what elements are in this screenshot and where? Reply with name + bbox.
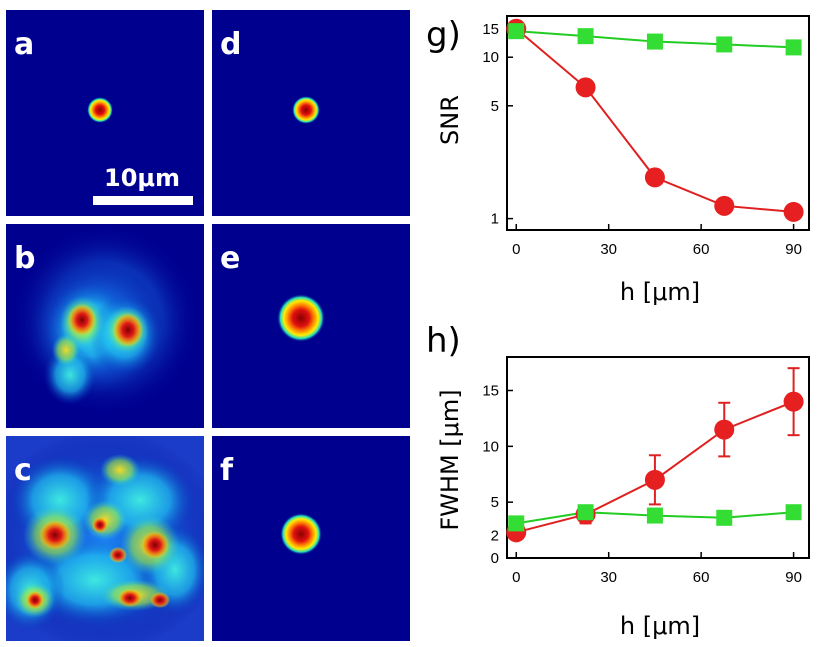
- chart-h-ytick-label: 0: [491, 550, 499, 567]
- panel-f-spot: [280, 513, 322, 555]
- chart-g-xlabel: h [μm]: [620, 278, 700, 306]
- panel-b-spot-left: [68, 304, 96, 336]
- chart-g-series-1-point: [508, 23, 525, 40]
- chart-h-series-0-point: [644, 469, 665, 490]
- chart-h-ytick-label: 5: [491, 494, 499, 511]
- chart-h-series-0-point: [714, 419, 735, 440]
- panel-d: d: [212, 10, 410, 216]
- panel-e: e: [212, 224, 410, 428]
- panel-a: a 10μm: [6, 10, 204, 216]
- panel-label-a: a: [14, 27, 34, 62]
- panel-c-spot-2: [141, 531, 169, 559]
- chart-g-xtick-label: 90: [785, 241, 802, 258]
- scalebar: [93, 196, 193, 205]
- chart-h-series-0-point: [783, 391, 804, 412]
- panel-label-f: f: [220, 453, 234, 488]
- chart-h-series-1-point: [508, 515, 525, 532]
- chart-g-series-1-point: [716, 36, 733, 53]
- chart-h-series-1-point: [785, 504, 802, 521]
- chart-h-series-1-point: [646, 507, 663, 524]
- chart-g-series-1-point: [785, 39, 802, 56]
- chart-g-xtick-label: 30: [600, 241, 617, 258]
- panel-c-spot-5: [92, 517, 108, 533]
- panel-label-e: e: [220, 241, 240, 276]
- panel-label-b: b: [14, 241, 35, 276]
- chart-g-ytick-label: 1: [491, 211, 499, 228]
- panel-b: b: [6, 224, 204, 428]
- panel-e-spot: [277, 294, 325, 342]
- chart-h-xtick-label: 90: [785, 569, 802, 586]
- panel-c-spot-1: [39, 520, 71, 550]
- chart-h-ytick-label: 15: [482, 383, 499, 400]
- chart-g-series-1-point: [577, 28, 594, 45]
- scalebar-label: 10μm: [104, 164, 180, 192]
- panel-b-spot-right: [113, 313, 143, 347]
- chart-g-xtick-label: 60: [693, 241, 710, 258]
- chart-h-ylabel: FWHM [μm]: [436, 389, 464, 530]
- chart-g-label: g): [426, 15, 461, 55]
- panel-c-spot-4: [150, 592, 170, 608]
- chart-g-ytick-label: 15: [482, 21, 499, 38]
- chart-h-ytick-label: 10: [482, 438, 499, 455]
- panel-label-d: d: [220, 27, 241, 62]
- panel-c-spot-6: [26, 591, 44, 609]
- chart-g-series-0-point: [783, 201, 804, 222]
- chart-h: h) 0 30 60 90 0 2 5 10 15 FWHM [μm] h [μm]: [426, 321, 810, 640]
- chart-h-xtick-label: 0: [512, 569, 520, 586]
- chart-g-frame: [506, 15, 810, 231]
- chart-g-series-0-point: [714, 195, 735, 216]
- chart-h-series-1-point: [716, 509, 733, 526]
- chart-g-ytick-label: 5: [491, 98, 499, 115]
- chart-g-ytick-label: 10: [482, 49, 499, 66]
- panel-c-spot-3: [118, 589, 142, 607]
- chart-g-series-0-point: [644, 167, 665, 188]
- chart-h-xtick-label: 30: [600, 569, 617, 586]
- chart-h-ytick-label: 2: [491, 528, 499, 545]
- chart-h-label: h): [426, 321, 461, 361]
- panel-d-spot: [292, 96, 320, 124]
- panel-f: f: [212, 436, 410, 641]
- panel-a-spot: [87, 97, 113, 123]
- panel-c-spot-7: [109, 547, 127, 563]
- chart-g-xtick-label: 0: [512, 241, 520, 258]
- chart-g-series-0-point: [575, 77, 596, 98]
- panel-label-c: c: [14, 453, 32, 488]
- chart-h-xlabel: h [μm]: [620, 612, 700, 640]
- chart-h-frame: [506, 356, 810, 559]
- panel-c: c: [6, 436, 204, 641]
- chart-h-xtick-label: 60: [693, 569, 710, 586]
- chart-g-series-1-point: [646, 33, 663, 50]
- chart-g-ylabel: SNR: [436, 95, 464, 145]
- chart-h-series-1-point: [577, 504, 594, 521]
